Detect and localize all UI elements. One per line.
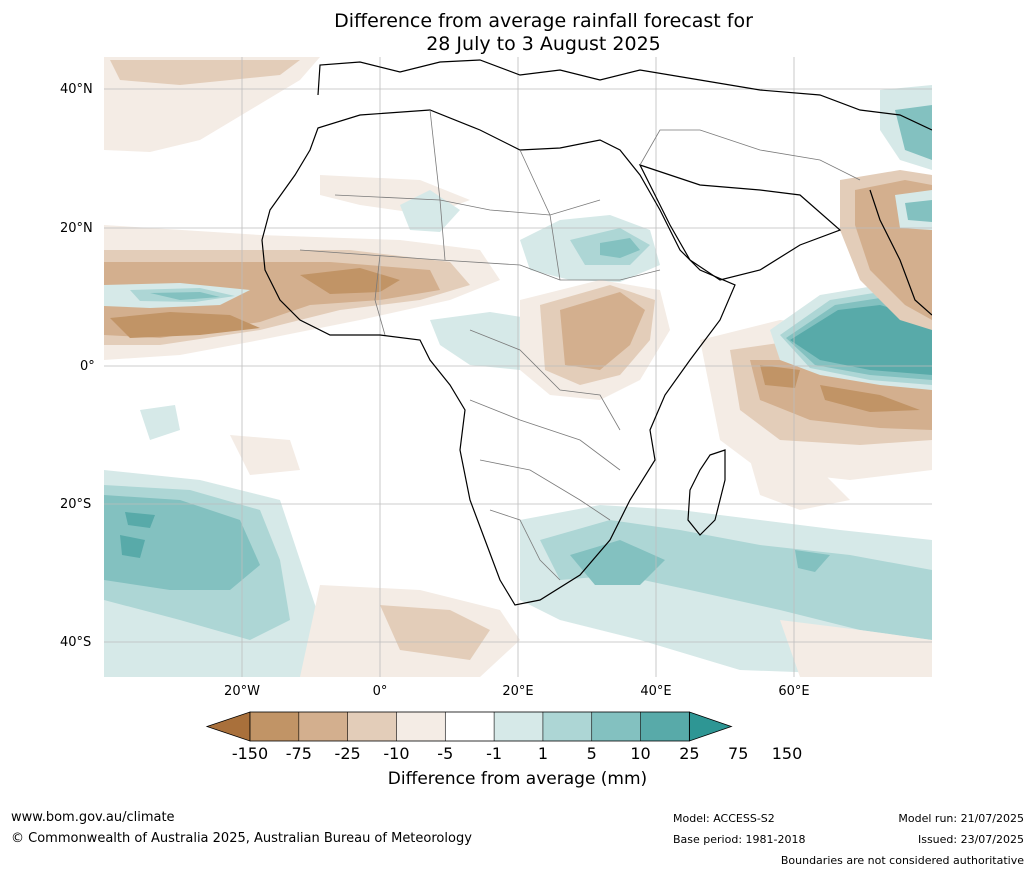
colorbar-tick-label: -1 [486, 744, 503, 763]
india-coastline [869, 189, 932, 316]
title-line-2: 28 July to 3 August 2025 [426, 33, 661, 55]
gridlines [104, 57, 932, 677]
lon-label-40e: 40°E [640, 684, 672, 699]
boundary-disclaimer: Boundaries are not considered authoritat… [780, 854, 1024, 867]
anomaly-patch [380, 605, 490, 660]
anomaly-patch [820, 385, 920, 412]
anomaly-patch [560, 292, 645, 370]
copyright-text: © Commonwealth of Australia 2025, Austra… [11, 831, 472, 846]
country-borders [299, 109, 861, 581]
colorbar-swatch [445, 712, 495, 741]
colorbar-swatch [640, 712, 690, 741]
model-name: Model: ACCESS-S2 [673, 812, 775, 825]
europe-coastline [317, 59, 932, 131]
anomaly-patch [110, 312, 260, 338]
lat-label-equator: 0° [80, 359, 95, 374]
lat-label-40n: 40°N [60, 82, 93, 97]
map-title: Difference from average rainfall forecas… [0, 10, 1035, 56]
anomaly-patch [600, 238, 640, 258]
anomaly-patch [780, 620, 932, 677]
africa-coastline [261, 109, 736, 606]
colorbar-title: Difference from average (mm) [387, 769, 648, 789]
colorbar-swatch [347, 712, 397, 741]
anomaly-patch [300, 268, 400, 294]
lat-label-20n: 20°N [60, 221, 93, 236]
colorbar-swatch [396, 712, 446, 741]
issued-date: Issued: 23/07/2025 [917, 833, 1024, 846]
colorbar-swatch [298, 712, 348, 741]
colorbar-outline [249, 711, 690, 742]
arabia-coastline [638, 163, 842, 281]
colorbar-tick-label: -25 [334, 744, 361, 763]
colorbar-tick-label: 10 [630, 744, 651, 763]
lon-label-20w: 20°W [224, 684, 260, 699]
colorbar-tick-label: 25 [679, 744, 700, 763]
colorbar-extend-low [205, 711, 251, 742]
colorbar-tick-label: 1 [537, 744, 548, 763]
anomaly-patch [230, 435, 300, 475]
lon-label-60e: 60°E [778, 684, 810, 699]
colorbar-swatch [250, 712, 299, 741]
anomaly-patch [400, 190, 460, 232]
colorbar-swatch [591, 712, 641, 741]
anomaly-patch [140, 405, 180, 440]
base-period: Base period: 1981-2018 [673, 833, 806, 846]
colorbar-tick-label: 150 [771, 744, 803, 763]
colorbar-tick-label: 75 [728, 744, 749, 763]
anomaly-patch [905, 200, 932, 222]
anomaly-patch [570, 540, 665, 585]
lat-label-20s: 20°S [60, 497, 92, 512]
anomaly-patch [790, 305, 932, 375]
website-link[interactable]: www.bom.gov.au/climate [11, 810, 175, 825]
colorbar-tick-label: -5 [437, 744, 454, 763]
lon-label-20e: 20°E [502, 684, 534, 699]
colorbar-swatch [542, 712, 592, 741]
anomaly-patch [150, 292, 220, 300]
colorbar [205, 711, 733, 742]
coastlines [261, 59, 932, 606]
anomaly-patch [795, 550, 830, 572]
colorbar-extend-high [688, 711, 733, 742]
model-run-date: Model run: 21/07/2025 [898, 812, 1024, 825]
colorbar-tick-label: -10 [383, 744, 410, 763]
title-line-1: Difference from average rainfall forecas… [334, 10, 753, 32]
colorbar-tick-label: 5 [586, 744, 597, 763]
colorbar-swatch [494, 712, 543, 741]
anomaly-patch [110, 60, 300, 85]
anomaly-patch [750, 460, 850, 510]
colorbar-tick-label: -150 [231, 744, 269, 763]
madagascar-coastline [687, 449, 726, 536]
colorbar-tick-label: -75 [285, 744, 312, 763]
anomaly-patch [125, 512, 155, 528]
anomaly-patch [760, 365, 800, 388]
lon-label-0: 0° [372, 684, 388, 699]
anomaly-patch [895, 105, 932, 160]
lat-label-40s: 40°S [60, 635, 92, 650]
anomaly-patch [120, 535, 145, 558]
